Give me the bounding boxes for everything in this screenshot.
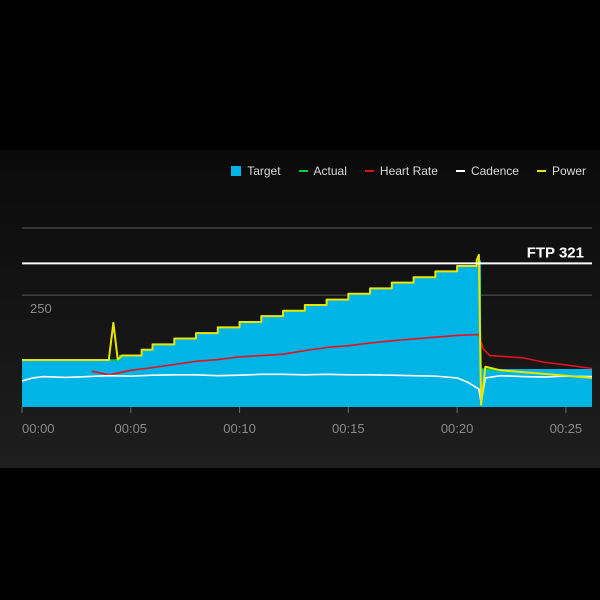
- legend-item-cadence[interactable]: Cadence: [455, 164, 519, 178]
- y-tick-label: 250: [30, 301, 52, 316]
- legend-swatch-cadence: [455, 170, 465, 172]
- x-tick-label: 00:05: [115, 421, 148, 436]
- legend-label-actual: Actual: [313, 164, 347, 178]
- legend-label-cadence: Cadence: [470, 164, 519, 178]
- x-tick-label: 00:15: [332, 421, 365, 436]
- legend-item-power[interactable]: Power: [536, 164, 586, 178]
- series-cadence-line: [21, 373, 593, 404]
- x-tick-label: 00:10: [223, 421, 256, 436]
- series-lines-group: [21, 253, 593, 406]
- x-tick-label: 00:20: [441, 421, 474, 436]
- legend-swatch-heart-rate: [364, 170, 374, 172]
- series-power-line: [22, 253, 593, 406]
- legend-label-target: Target: [247, 164, 281, 178]
- x-tick-label: 00:00: [22, 421, 55, 436]
- x-axis-ticks: 00:00 00:05 00:10 00:15 00:20 00:25: [21, 407, 583, 436]
- series-heart-rate-line: [91, 333, 593, 376]
- legend-swatch-power: [536, 170, 546, 172]
- legend-label-power: Power: [551, 164, 586, 178]
- ftp-label: FTP 321: [527, 244, 584, 261]
- chart-panel: Target Actual Heart Rate Cadence Power: [0, 150, 600, 468]
- legend-item-heart-rate[interactable]: Heart Rate: [364, 164, 438, 178]
- target-area-group: [22, 260, 592, 407]
- ftp-group: FTP 321: [22, 244, 592, 265]
- legend-swatch-target: [231, 166, 242, 176]
- gridlines: [22, 227, 592, 296]
- series-target-area: [22, 260, 592, 407]
- legend-item-actual[interactable]: Actual: [298, 164, 347, 178]
- chart-legend: Target Actual Heart Rate Cadence Power: [231, 164, 586, 178]
- legend-swatch-actual: [298, 170, 308, 172]
- legend-item-target[interactable]: Target: [231, 164, 281, 178]
- x-tick-label: 00:25: [550, 421, 583, 436]
- legend-label-heart-rate: Heart Rate: [379, 164, 438, 178]
